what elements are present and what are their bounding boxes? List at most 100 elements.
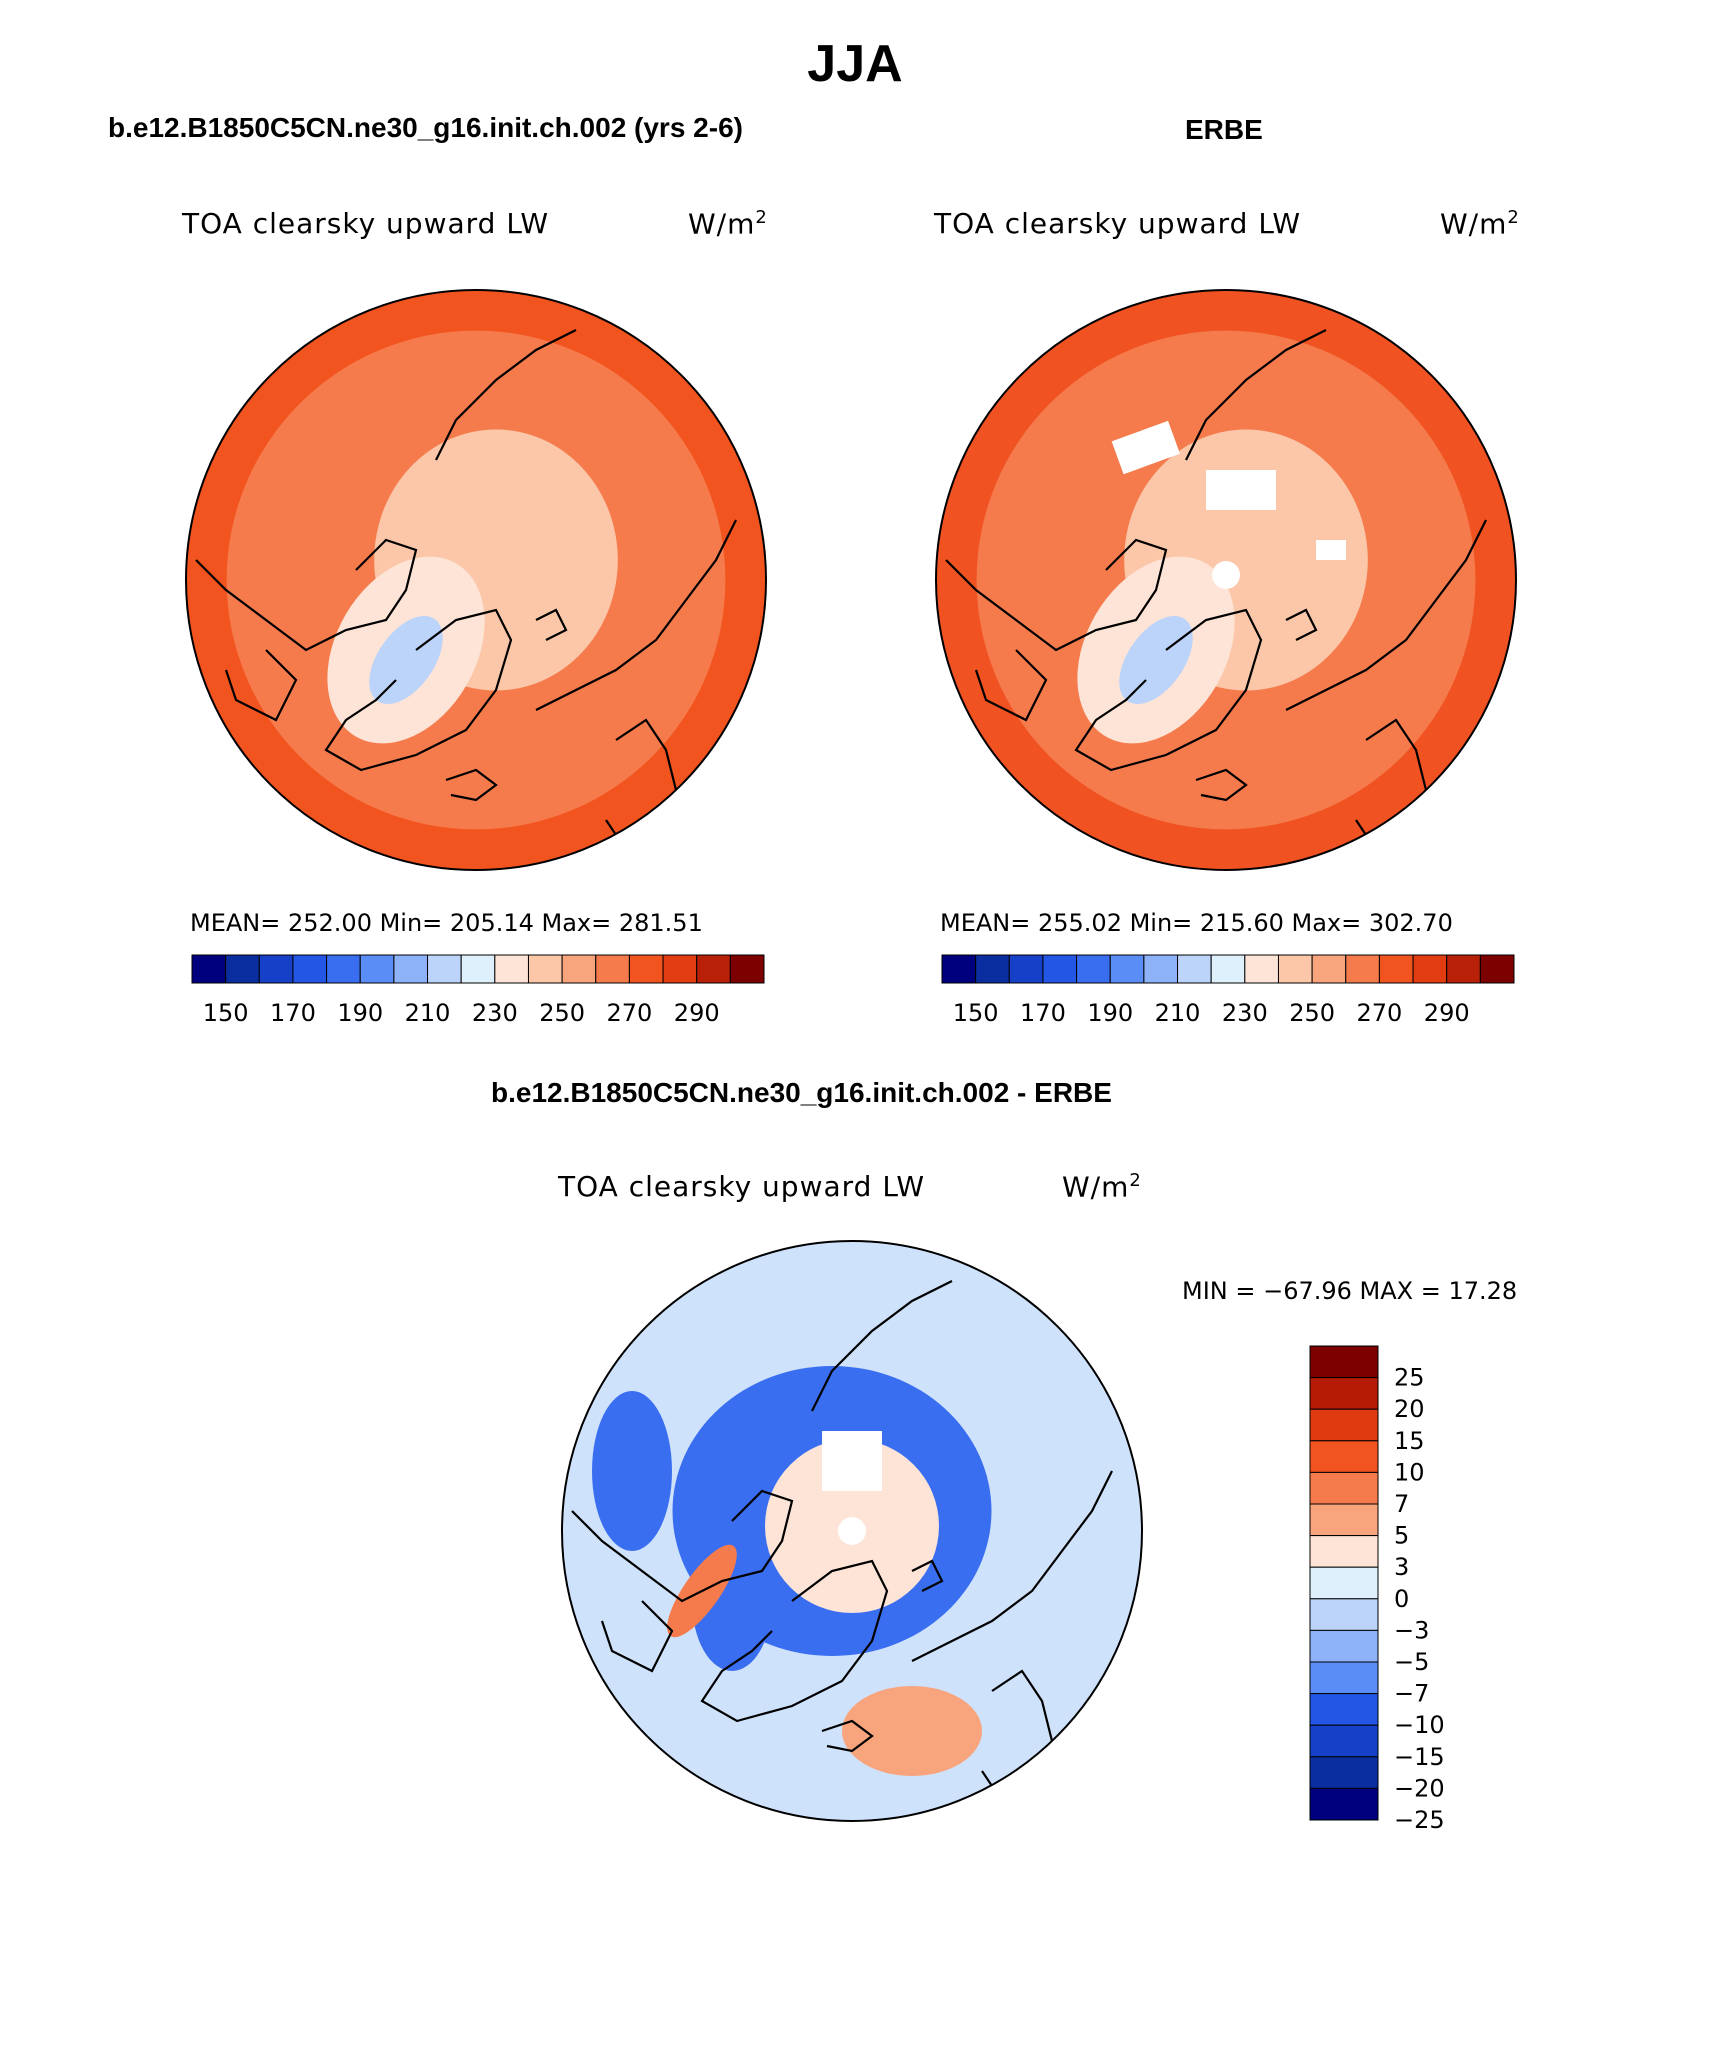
colorbar-swatch <box>1309 1408 1379 1442</box>
coastline <box>535 608 568 641</box>
colorbar-tick-label: −7 <box>1394 1680 1429 1708</box>
pole-hole <box>1212 561 1240 589</box>
colorbar-swatch <box>359 954 395 984</box>
colorbar-tick-label: 25 <box>1394 1364 1425 1392</box>
colorbar-swatch <box>1143 954 1179 984</box>
colorbar-tick-label: 20 <box>1394 1395 1425 1423</box>
colorbar-swatch <box>292 954 328 984</box>
coastline <box>1074 608 1263 772</box>
panel-2-stats: MEAN= 255.02 Min= 215.60 Max= 302.70 <box>940 909 1453 937</box>
coastline <box>911 1559 944 1592</box>
coastline <box>911 1470 1113 1662</box>
colorbar-tick-label: 230 <box>1222 999 1268 1027</box>
colorbar-tick-label: 230 <box>472 999 518 1027</box>
map-border <box>561 1240 1143 1822</box>
coastline <box>974 649 1048 722</box>
colorbar-tick-label: 270 <box>607 999 653 1027</box>
colorbar-swatch <box>1008 954 1044 984</box>
colorbar-swatch <box>191 954 227 984</box>
colorbar-swatch <box>975 954 1010 984</box>
coastline <box>600 1600 674 1673</box>
coastline <box>535 519 737 711</box>
colorbar-swatch <box>225 954 260 984</box>
panel-2-units: W/m2 <box>1440 207 1520 241</box>
coastline <box>1285 608 1318 641</box>
colorbar-swatch <box>427 954 462 984</box>
colorbar-swatch <box>628 954 664 984</box>
panel-2-variable: TOA clearsky upward LW <box>934 207 1302 240</box>
panel-1-units: W/m2 <box>688 207 768 241</box>
colorbar-swatch <box>1309 1377 1379 1410</box>
coastline <box>1285 519 1487 711</box>
colorbar-swatch <box>1210 954 1246 984</box>
main-title: JJA <box>807 35 903 93</box>
colorbar-swatch <box>1309 1345 1379 1379</box>
colorbar-swatch <box>1309 1598 1379 1631</box>
colorbar-swatch <box>1446 954 1481 984</box>
panel-3-title: b.e12.B1850C5CN.ne30_g16.init.ch.002 - E… <box>491 1077 1112 1108</box>
colorbar-tick-label: 170 <box>270 999 316 1027</box>
colorbar-tick-label: −3 <box>1394 1616 1429 1644</box>
colorbar-swatch <box>561 954 597 984</box>
colorbar-tick-label: 290 <box>1424 999 1470 1027</box>
colorbar-swatch <box>1412 954 1448 984</box>
greenland-cold-core <box>1119 616 1193 704</box>
colorbar-swatch <box>595 954 630 984</box>
missing-data <box>1206 470 1276 510</box>
coastline <box>700 1559 889 1723</box>
colorbar-tick-label: −25 <box>1394 1806 1445 1834</box>
panel-3-units: W/m2 <box>1062 1170 1142 1204</box>
colorbar-swatch <box>1244 954 1279 984</box>
coastline <box>945 538 1168 652</box>
panel-1-stats: MEAN= 252.00 Min= 205.14 Max= 281.51 <box>190 909 703 937</box>
colorbar-tick-label: 210 <box>405 999 451 1027</box>
colorbar-swatch <box>1309 1661 1379 1695</box>
colorbar-erbe: 150 170 190 210 230 250 270 290 <box>941 954 1515 1027</box>
coastline <box>811 1280 953 1412</box>
coastline <box>195 538 418 652</box>
colorbar-swatch <box>1311 954 1347 984</box>
colorbar-tick-label: 0 <box>1394 1585 1409 1613</box>
colorbar-tick-label: 250 <box>1289 999 1335 1027</box>
colorbar-swatch <box>527 954 563 984</box>
coastline <box>1195 768 1248 802</box>
colorbar-swatch <box>1309 1724 1379 1758</box>
coastline <box>324 608 513 772</box>
colorbar-swatch <box>1309 1787 1379 1821</box>
colorbar-swatch <box>494 954 529 984</box>
polar-map-difference <box>561 1240 1143 1822</box>
colorbar-swatch <box>460 954 496 984</box>
colorbar-swatch <box>729 954 765 984</box>
colorbar-tick-label: 270 <box>1357 999 1403 1027</box>
colorbar-swatch <box>1309 1471 1379 1505</box>
colorbar-swatch <box>1109 954 1145 984</box>
colorbar-tick-label: 150 <box>953 999 999 1027</box>
colorbar-tick-label: 5 <box>1394 1522 1409 1550</box>
colorbar-tick-label: −15 <box>1394 1743 1445 1771</box>
colorbar-tick-label: 7 <box>1394 1490 1409 1518</box>
coastline <box>1185 329 1327 461</box>
greenland-cold-core <box>369 616 443 704</box>
polar-map-erbe <box>935 289 1517 871</box>
colorbar-swatch <box>393 954 429 984</box>
pole-hole <box>838 1517 866 1545</box>
colorbar-tick-label: 250 <box>539 999 585 1027</box>
colorbar-swatch <box>1309 1440 1379 1473</box>
missing-data <box>1316 540 1346 560</box>
coastline <box>821 1719 874 1753</box>
colorbar-difference: 25 20 15 10 7 5 3 0 −3 −5 −7 −10 −15 −20 −25 <box>1309 1345 1445 1834</box>
colorbar-swatch <box>1345 954 1380 984</box>
colorbar-tick-label: 190 <box>337 999 383 1027</box>
colorbar-tick-label: 10 <box>1394 1458 1425 1486</box>
colorbar-tick-label: 170 <box>1020 999 1066 1027</box>
colorbar-tick-label: 210 <box>1155 999 1201 1027</box>
colorbar-swatch <box>696 954 731 984</box>
coastline <box>435 329 577 461</box>
positive-anomaly-region <box>842 1686 982 1776</box>
colorbar-swatch <box>662 954 698 984</box>
missing-data <box>822 1431 882 1491</box>
colorbar-swatch <box>1309 1535 1379 1568</box>
coastline <box>571 1489 794 1603</box>
colorbar-swatch <box>941 954 977 984</box>
